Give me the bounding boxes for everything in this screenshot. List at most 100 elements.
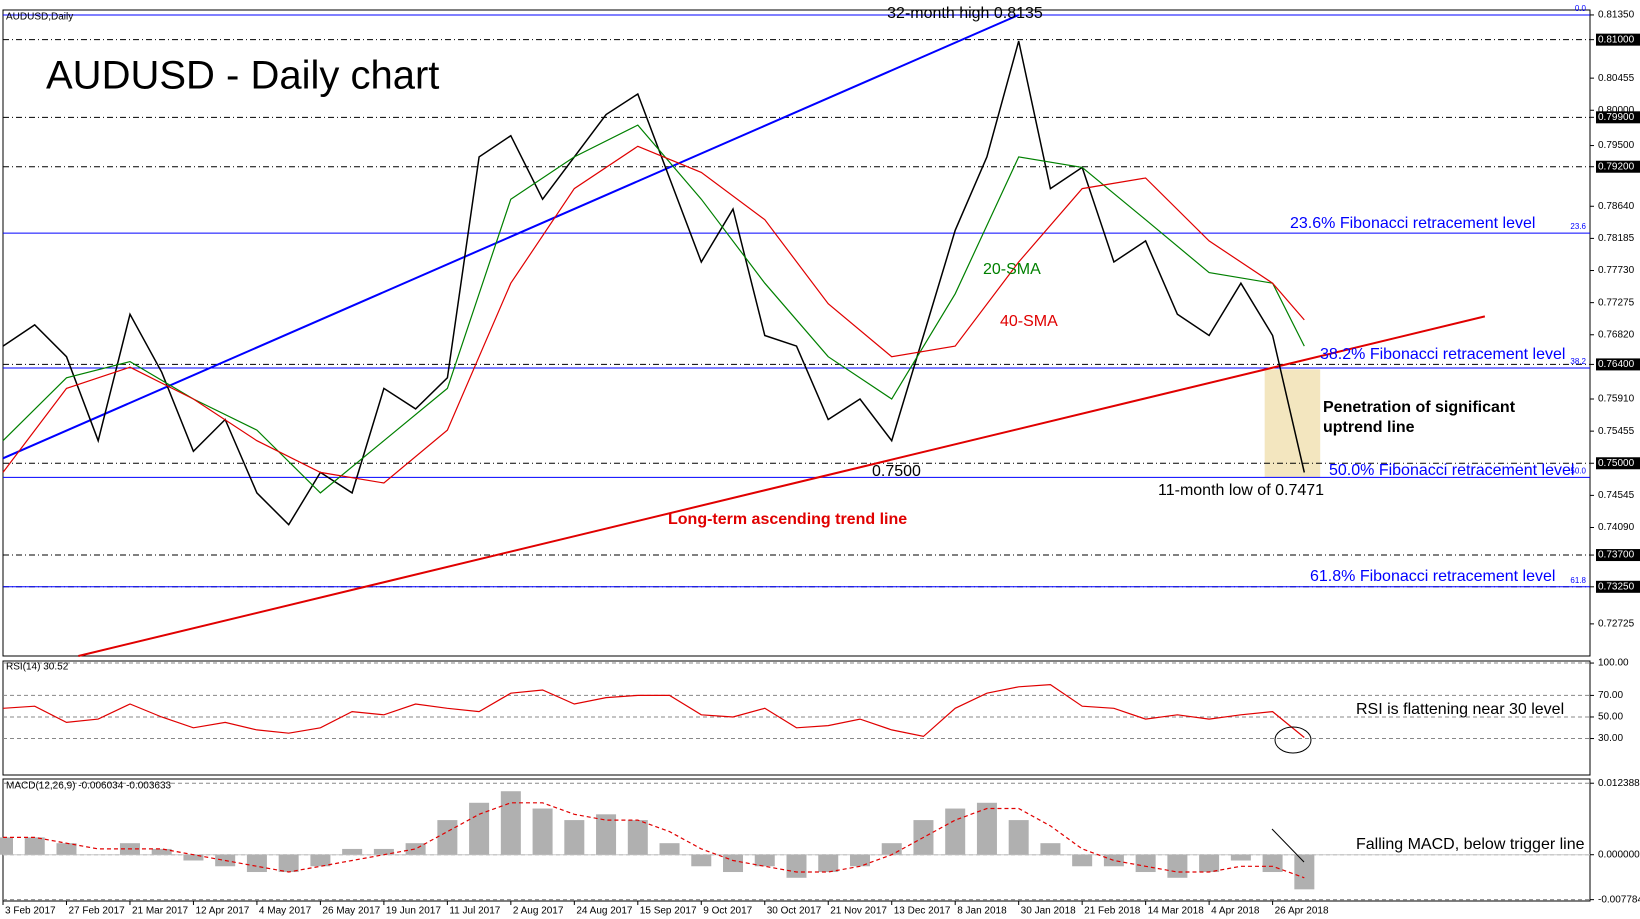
x-tick-label: 3 Feb 2017 xyxy=(5,906,56,917)
bar xyxy=(691,854,712,867)
annotation: 32-month high 0.8135 xyxy=(887,5,1043,22)
bar xyxy=(564,820,585,855)
annotation: 11-month low of 0.7471 xyxy=(1158,482,1324,499)
price-box xyxy=(1596,111,1640,124)
annotation: 23.6% Fibonacci retracement level xyxy=(1290,215,1535,232)
trend-line xyxy=(2,14,1020,460)
y-tick-label: 0.77730 xyxy=(1598,265,1635,276)
x-tick-label: 14 Mar 2018 xyxy=(1148,906,1205,917)
annotation: 61.8% Fibonacci retracement level xyxy=(1310,568,1555,585)
bar xyxy=(151,848,172,855)
x-tick-label: 9 Oct 2017 xyxy=(703,906,752,917)
x-tick-label: 4 Apr 2018 xyxy=(1211,906,1260,917)
fib-label: 0.0 xyxy=(1575,4,1587,13)
bar xyxy=(1167,854,1188,878)
y-tick-label: 70.00 xyxy=(1598,690,1623,701)
x-tick-label: 13 Dec 2017 xyxy=(894,906,951,917)
bar xyxy=(532,808,553,855)
y-tick-label: 0.012388 xyxy=(1598,778,1640,789)
bar xyxy=(849,854,870,867)
y-tick-label: 0.75000 xyxy=(1598,458,1635,469)
x-tick-label: 21 Mar 2017 xyxy=(132,906,189,917)
bar xyxy=(0,837,13,855)
bar xyxy=(881,843,902,855)
trend-line xyxy=(78,315,1486,657)
y-tick-label: 0.80455 xyxy=(1598,73,1635,84)
bar xyxy=(342,848,363,855)
y-tick-label: 0.72725 xyxy=(1598,619,1635,630)
price-box xyxy=(1596,580,1640,593)
bar xyxy=(945,808,966,855)
series-label: 40-SMA xyxy=(1000,313,1058,330)
y-tick-label: 0.74545 xyxy=(1598,490,1635,501)
x-tick-label: 11 Jul 2017 xyxy=(449,906,500,917)
x-tick-label: 30 Oct 2017 xyxy=(767,906,822,917)
annotation: 38.2% Fibonacci retracement level xyxy=(1320,346,1565,363)
bar xyxy=(1072,854,1093,867)
bar xyxy=(659,843,680,855)
annotation: uptrend line xyxy=(1323,419,1415,436)
y-tick-label: 0.77275 xyxy=(1598,297,1635,308)
y-tick-label: 0.78185 xyxy=(1598,233,1635,244)
rsi-panel xyxy=(2,660,1591,776)
bar xyxy=(469,802,490,855)
x-tick-label: 30 Jan 2018 xyxy=(1021,906,1076,917)
price-box xyxy=(1596,358,1640,371)
x-tick-label: 2 Aug 2017 xyxy=(513,906,564,917)
series-line xyxy=(3,802,1305,879)
y-tick-label: 0.79900 xyxy=(1598,112,1635,123)
bar xyxy=(1008,820,1029,855)
y-tick-label: 0.79200 xyxy=(1598,161,1635,172)
price-box xyxy=(1596,160,1640,173)
bar xyxy=(1135,854,1156,873)
y-tick-label: 0.73250 xyxy=(1598,581,1635,592)
bar xyxy=(24,837,45,855)
bar xyxy=(754,854,775,867)
bar xyxy=(596,814,617,855)
plot-layer: 0.0 23.6 38.2 50.0 61.8 0.81350 0.81000 0.80455… xyxy=(0,4,1640,917)
price-box xyxy=(1596,549,1640,562)
bar xyxy=(1294,854,1315,890)
bar xyxy=(310,854,331,867)
x-tick-label: 21 Feb 2018 xyxy=(1084,906,1141,917)
x-tick-label: 8 Jan 2018 xyxy=(957,906,1007,917)
bar xyxy=(405,843,426,855)
bar xyxy=(373,848,394,855)
series-line xyxy=(2,124,1305,494)
chart-title: AUDUSD - Daily chart xyxy=(46,54,439,98)
y-tick-label: 0.76400 xyxy=(1598,359,1635,370)
bar xyxy=(500,791,521,855)
x-tick-label: 24 Aug 2017 xyxy=(576,906,633,917)
bar xyxy=(278,854,299,873)
y-tick-label: 0.81000 xyxy=(1598,34,1635,45)
x-tick-label: 4 May 2017 xyxy=(259,906,312,917)
y-tick-label: 100.00 xyxy=(1598,658,1629,669)
fib-label: 23.6 xyxy=(1570,222,1586,231)
y-tick-label: 0.74090 xyxy=(1598,522,1635,533)
bar xyxy=(786,854,807,878)
bar xyxy=(246,854,267,873)
bar xyxy=(56,843,77,855)
panel-title: MACD(12,26,9) -0.006034 -0.003633 xyxy=(6,781,172,792)
y-tick-label: 0.79500 xyxy=(1598,140,1635,151)
price-box xyxy=(1596,33,1640,46)
bar xyxy=(1199,854,1220,873)
fib-label: 38.2 xyxy=(1570,357,1586,366)
y-tick-label: 30.00 xyxy=(1598,733,1623,744)
annotation: RSI is flattening near 30 level xyxy=(1356,701,1564,718)
bar xyxy=(1230,854,1251,861)
annotation: 0.7500 xyxy=(872,463,921,480)
y-tick-label: 0.000000 xyxy=(1598,849,1640,860)
annotation: Long-term ascending trend line xyxy=(668,511,907,528)
y-tick-label: 50.00 xyxy=(1598,712,1623,723)
y-tick-label: 0.75455 xyxy=(1598,426,1635,437)
y-tick-label: 0.81350 xyxy=(1598,10,1635,21)
bar xyxy=(976,802,997,855)
series-label: 20-SMA xyxy=(983,261,1041,278)
x-tick-label: 26 Apr 2018 xyxy=(1275,906,1329,917)
y-tick-label: 0.80000 xyxy=(1598,105,1635,116)
series-line xyxy=(2,40,1306,526)
chart-subtitle: AUDUSD,Daily xyxy=(6,12,73,23)
